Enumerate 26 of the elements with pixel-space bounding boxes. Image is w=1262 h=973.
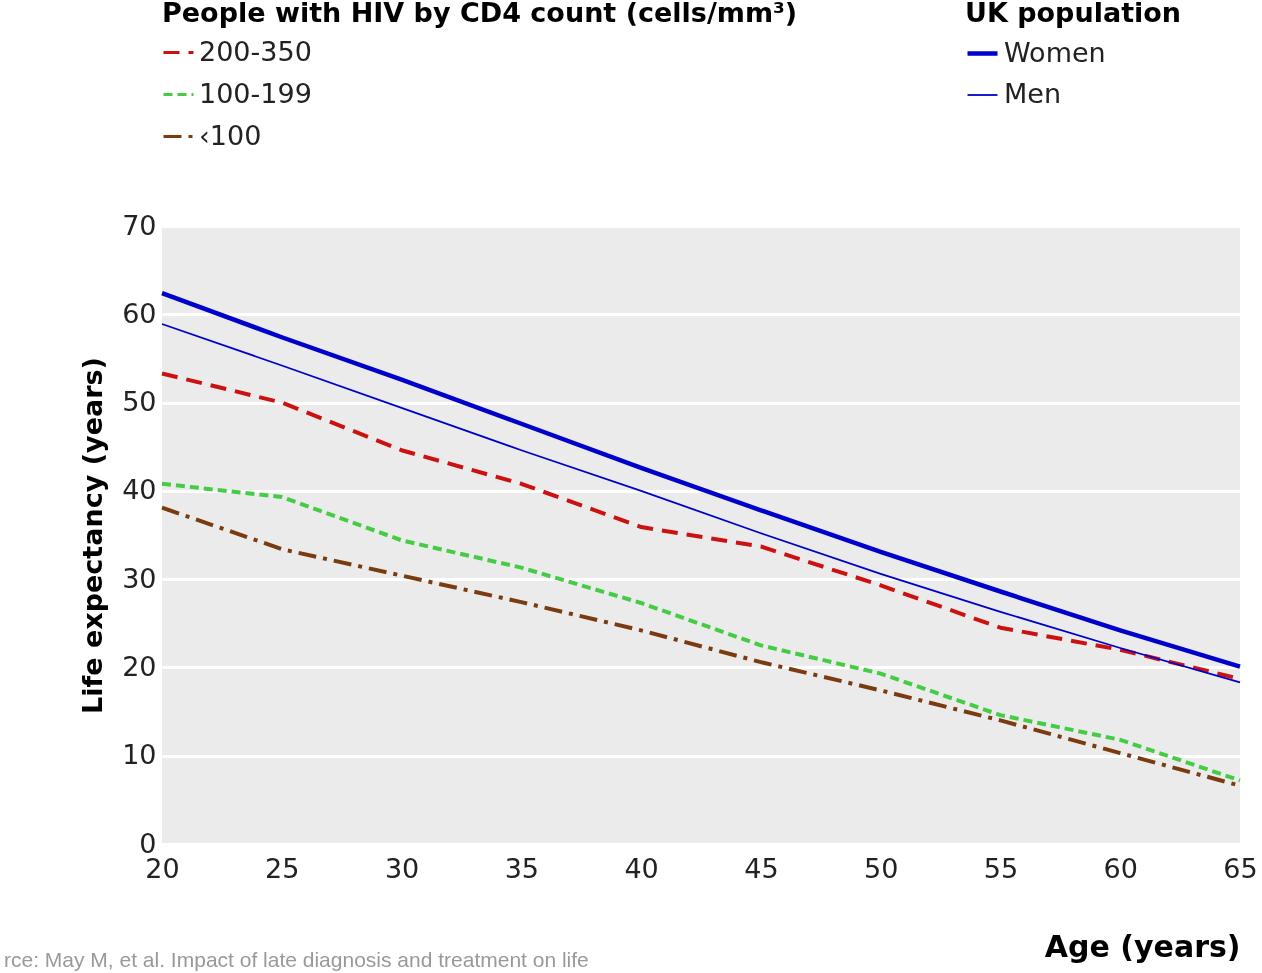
x-tick-label: 30: [384, 852, 420, 884]
y-tick-label: 20: [122, 650, 157, 682]
legend-label: 200-350: [199, 35, 312, 67]
x-tick-label: 35: [504, 852, 540, 884]
y-tick-label: 70: [122, 209, 157, 241]
legend-label: Men: [1004, 78, 1062, 109]
text: UK population: [965, 0, 1182, 28]
x-tick-label: 60: [1103, 852, 1138, 884]
y-tick-label: 60: [122, 297, 157, 329]
y-axis-title: Life expectancy (years): [77, 357, 109, 714]
y-tick-label: 10: [122, 739, 157, 771]
legend-title: People with HIV by CD4 count (cells/mm³): [162, 0, 798, 28]
legend-label: Women: [1004, 36, 1106, 68]
legend-label: 100-199: [199, 77, 312, 109]
y-tick-label: 40: [122, 474, 157, 506]
y-tick-label: 30: [122, 562, 157, 594]
x-tick-label: 55: [983, 852, 1019, 884]
text: rce: May M, et al. Impact of late diagnosis and treatment on life: [4, 948, 589, 972]
legend-label: ‹100: [199, 119, 262, 151]
y-tick-label: 50: [122, 386, 157, 418]
x-tick-label: 65: [1223, 852, 1258, 884]
x-tick-label: 45: [744, 852, 779, 884]
x-tick-label: 25: [265, 852, 300, 884]
x-axis-title: Age (years): [1044, 928, 1241, 964]
x-tick-label: 50: [863, 852, 899, 884]
x-tick-label: 40: [624, 852, 659, 884]
